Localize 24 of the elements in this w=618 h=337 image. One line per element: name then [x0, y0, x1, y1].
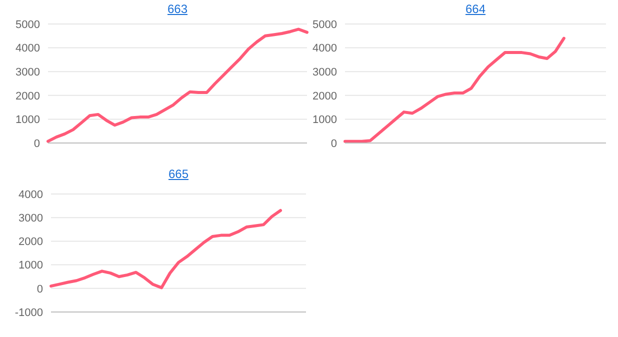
y-tick-label: 1000 [16, 114, 40, 126]
line-series [46, 28, 308, 143]
y-tick-label: 2000 [312, 90, 337, 102]
y-tick-label: -1000 [14, 306, 43, 319]
chart-title: 664 [464, 2, 487, 16]
y-tick-label: 4000 [16, 42, 40, 55]
y-tick-label: 4000 [312, 42, 337, 55]
y-tick-label: 0 [36, 283, 43, 296]
y-tick-label: 4000 [18, 188, 43, 201]
y-tick-label: 3000 [312, 66, 337, 79]
chart-title: 663 [166, 2, 189, 16]
y-tick-label: 5000 [16, 18, 40, 31]
y-tick-label: 3000 [16, 66, 40, 79]
y-tick-label: 5000 [312, 18, 337, 31]
y-tick-label: 1000 [18, 260, 43, 272]
y-tick-label: 0 [34, 138, 40, 150]
line-series [344, 36, 566, 143]
y-tick-label: 0 [330, 138, 337, 150]
chart-title: 665 [167, 167, 190, 181]
y-tick-label: 2000 [18, 236, 43, 248]
line-series [50, 209, 282, 290]
y-tick-label: 1000 [312, 114, 337, 126]
y-tick-label: 3000 [18, 212, 43, 225]
y-tick-label: 2000 [16, 90, 40, 102]
